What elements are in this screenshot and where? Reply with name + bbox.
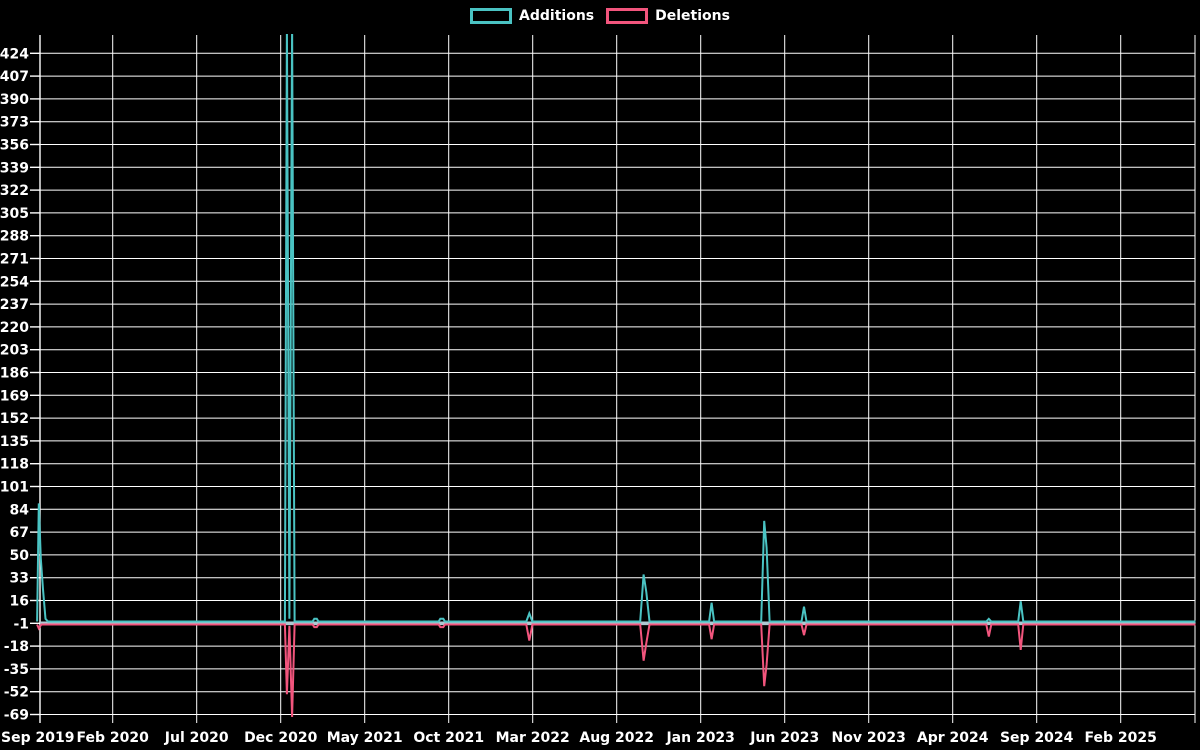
x-axis-label: Feb 2020 (77, 730, 150, 746)
y-tick-label: 339 (0, 160, 29, 176)
x-axis-label: Jun 2023 (749, 730, 819, 746)
y-tick-label: 186 (0, 366, 29, 382)
y-tick-label: -18 (4, 639, 29, 655)
x-axis-label: Aug 2022 (579, 730, 654, 746)
y-tick-label: 271 (0, 252, 29, 268)
y-tick-label: 152 (0, 411, 29, 427)
y-tick-label: 237 (0, 297, 29, 313)
y-tick-label: 220 (0, 320, 29, 336)
x-axis-label: May 2021 (327, 730, 403, 746)
y-tick-label: -1 (13, 616, 29, 632)
y-tick-label: 169 (0, 388, 29, 404)
x-axis-label: Jan 2023 (665, 730, 734, 746)
additions-swatch-icon (470, 8, 513, 24)
legend-item-additions[interactable]: Additions (470, 8, 594, 24)
y-tick-label: 16 (10, 594, 29, 610)
legend-label-additions: Additions (519, 8, 595, 24)
y-tick-label: 407 (0, 69, 29, 85)
y-tick-label: 84 (10, 502, 30, 518)
y-tick-label: 288 (0, 229, 29, 245)
x-axis-label: Dec 2020 (244, 730, 318, 746)
x-axis-label: Sep 2024 (1000, 730, 1074, 746)
y-tick-label: 373 (0, 115, 29, 131)
series-deletions-line (36, 623, 1196, 718)
y-tick-label: 67 (10, 525, 29, 541)
y-tick-label: 135 (0, 434, 29, 450)
x-axis-label: Sep 2019 (1, 730, 74, 746)
legend-item-deletions[interactable]: Deletions (606, 8, 730, 24)
y-tick-label: 203 (0, 343, 29, 359)
y-tick-label: 356 (0, 138, 29, 154)
series-additions-line (36, 34, 1196, 623)
x-axis-label: Oct 2021 (413, 730, 484, 746)
x-axis-label: Apr 2024 (917, 730, 989, 746)
y-tick-label: 33 (10, 571, 29, 587)
y-tick-label: -52 (4, 685, 29, 701)
y-tick-label: 424 (0, 46, 29, 62)
y-tick-label: 254 (0, 274, 29, 290)
chart-legend: Additions Deletions (0, 8, 1200, 24)
x-axis-label: Feb 2025 (1085, 730, 1157, 746)
y-tick-label: -35 (4, 662, 29, 678)
y-tick-label: -69 (4, 708, 29, 724)
y-tick-label: 305 (0, 206, 29, 222)
y-tick-label: 50 (10, 548, 30, 564)
x-axis-label: Jul 2020 (164, 730, 229, 746)
x-axis-label: Mar 2022 (496, 730, 570, 746)
y-tick-label: 390 (0, 92, 29, 108)
y-tick-label: 118 (0, 457, 29, 473)
x-axis-label: Nov 2023 (832, 730, 906, 746)
y-tick-label: 101 (0, 480, 29, 496)
deletions-swatch-icon (606, 8, 649, 24)
legend-label-deletions: Deletions (655, 8, 730, 24)
y-tick-label: 322 (0, 183, 29, 199)
